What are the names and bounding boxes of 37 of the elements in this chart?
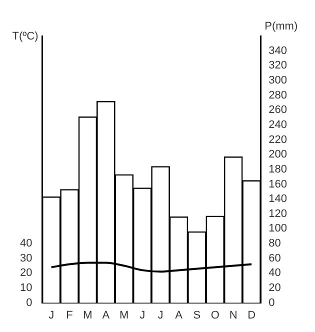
x-tick-label: M [83,309,92,322]
y2-tick-label: 40 [268,267,281,280]
y2-tick-label: 220 [268,134,288,146]
x-tick-label: M [120,309,129,322]
y2-tick-label: 100 [268,222,288,235]
y2-tick-label: 120 [268,208,288,220]
x-tick-label: S [193,309,201,322]
y2-tick-label: 80 [268,238,281,250]
x-tick-label: A [102,309,110,322]
y-tick-label: 20 [20,267,32,280]
y2-axis-title: P(mm) [264,20,298,33]
y-tick-label: 40 [20,238,32,250]
y2-tick-label: 0 [268,296,275,309]
x-tick-label: D [248,309,256,322]
x-tick-label: O [210,309,220,322]
x-tick-label: N [229,309,238,322]
y2-tick-label: 60 [268,252,281,264]
x-tick-label: J [48,309,54,322]
y-tick-label: 30 [20,252,32,264]
x-tick-label: J [158,309,164,322]
y2-tick-label: 160 [268,178,288,190]
y-tick-label: 0 [26,296,32,309]
x-tick-label: F [66,309,74,322]
y2-tick-label: 300 [268,74,288,86]
y2-tick-label: 320 [268,60,288,72]
y2-tick-label: 200 [268,148,288,161]
x-tick-label: A [175,309,184,322]
y2-tick-label: 280 [268,89,288,102]
y2-tick-label: 140 [268,193,288,206]
y2-tick-label: 20 [268,282,281,294]
y2-tick-label: 260 [268,104,288,116]
x-tick-label: J [140,309,146,322]
y2-tick-label: 180 [268,163,288,176]
y-tick-label: 10 [20,282,32,294]
y-axis-title: T(ºC) [12,30,38,43]
y2-tick-label: 340 [268,44,288,57]
y2-tick-label: 240 [268,118,288,131]
